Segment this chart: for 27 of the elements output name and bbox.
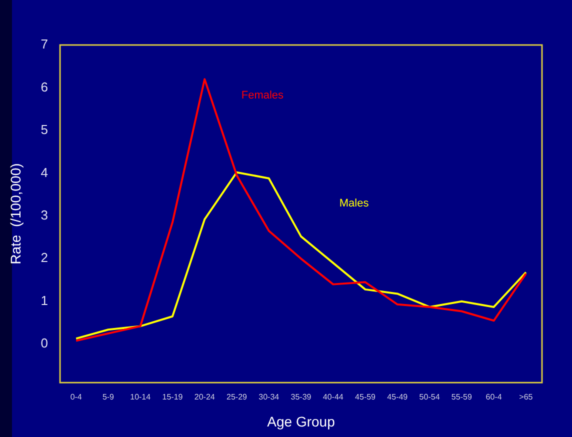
y-tick-label: 5 [40,122,48,138]
x-tick-label: 20-24 [194,392,216,402]
x-tick-label: 15-19 [162,392,184,402]
x-axis-title: Age Group [267,413,336,430]
x-tick-label: 35-39 [290,392,312,402]
x-tick-label: 30-34 [258,392,280,402]
y-tick-label: 3 [40,208,48,223]
y-tick-label: 0 [40,336,48,351]
x-tick-label: 45-49 [387,392,408,402]
x-tick-label: 40-44 [322,392,344,402]
y-tick-label: 4 [40,164,48,180]
y-tick-label: 1 [40,292,48,308]
x-tick-label: 0-4 [70,392,82,402]
y-axis-title: Rate (/100,000) [7,163,24,264]
x-tick-label: 55-59 [451,392,472,402]
x-tick-label: 50-54 [419,392,440,402]
x-tick-label: >65 [519,392,534,402]
x-tick-label: 5-9 [102,392,115,402]
x-tick-label: 25-29 [226,392,248,402]
text: Females [241,90,284,102]
x-tick-label: 45-59 [355,392,376,402]
text: Males [339,198,370,210]
y-tick-label: 7 [40,36,48,52]
x-tick-label: 10-14 [130,392,152,402]
x-tick-label: 60-4 [486,392,502,402]
y-tick-label: 2 [40,250,48,266]
y-tick-label: 6 [40,79,48,94]
